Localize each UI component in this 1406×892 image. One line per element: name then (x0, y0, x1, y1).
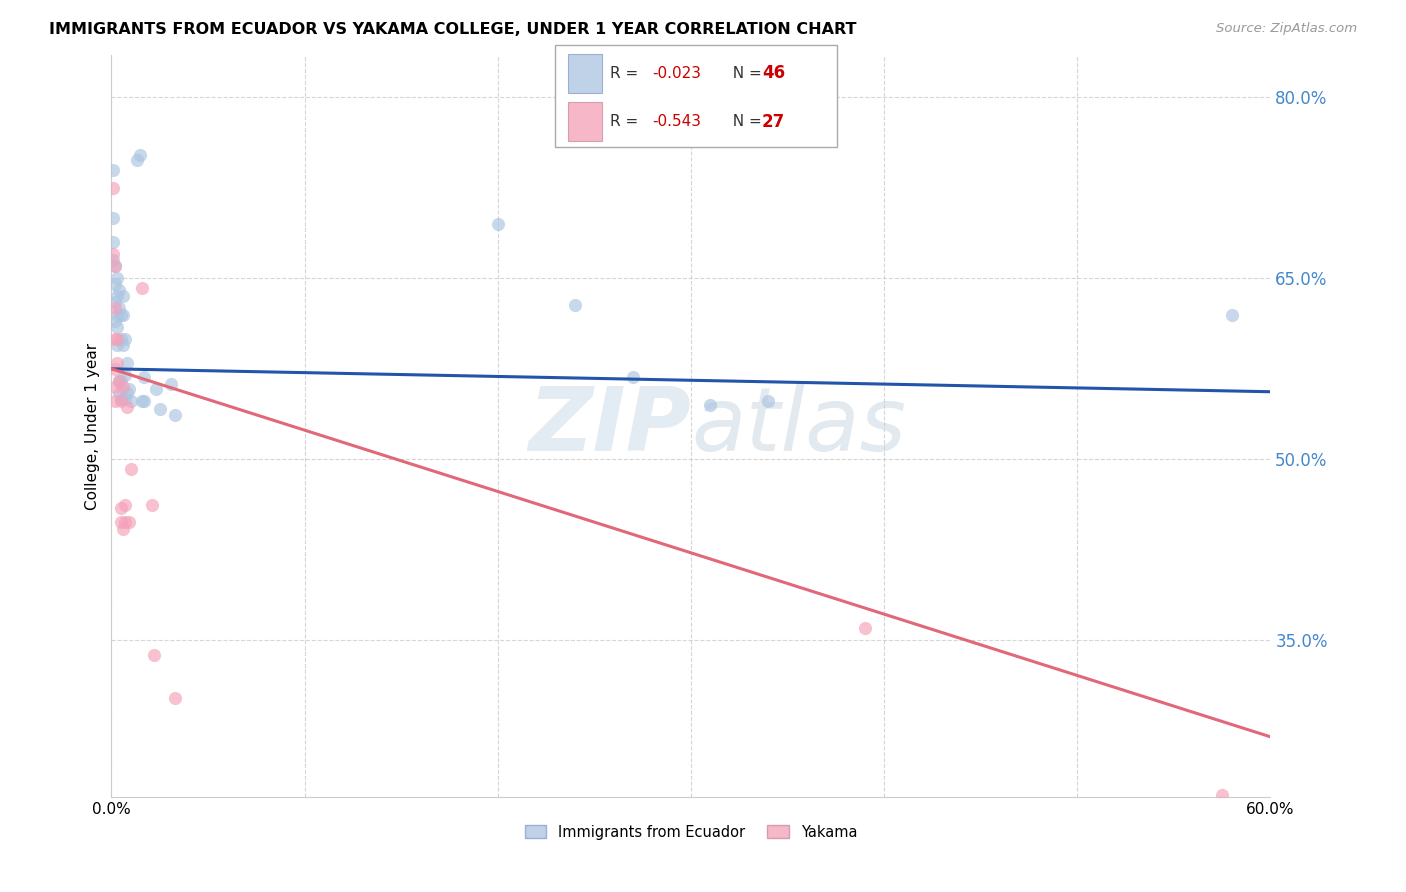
Point (105, 289, 128, 303)
Point (114, 368, 136, 382)
Point (104, 260, 127, 274)
Point (564, 298, 586, 312)
Point (1220, 308, 1243, 322)
Point (105, 356, 128, 370)
Point (853, 621, 876, 635)
Point (108, 301, 131, 316)
Point (114, 392, 136, 406)
Text: 27: 27 (762, 112, 786, 130)
Point (114, 515, 136, 529)
Point (699, 398, 721, 412)
Text: -0.543: -0.543 (652, 114, 702, 129)
Legend: Immigrants from Ecuador, Yakama: Immigrants from Ecuador, Yakama (519, 819, 863, 846)
Text: Source: ZipAtlas.com: Source: ZipAtlas.com (1216, 22, 1357, 36)
Point (125, 153, 148, 167)
Point (111, 522, 134, 536)
Point (141, 498, 163, 512)
Point (120, 462, 142, 476)
Point (756, 394, 779, 409)
Point (114, 498, 136, 512)
Point (111, 337, 134, 351)
Point (115, 356, 138, 370)
Text: N =: N = (723, 66, 766, 81)
Point (115, 401, 138, 415)
Point (165, 691, 187, 706)
Point (105, 319, 128, 334)
Point (108, 374, 131, 388)
Point (111, 308, 134, 322)
Point (160, 377, 183, 392)
Point (129, 148, 152, 162)
Point (118, 382, 141, 396)
Point (110, 394, 132, 409)
Point (115, 386, 138, 401)
Point (110, 500, 132, 515)
Point (114, 332, 136, 346)
Point (131, 394, 153, 409)
Point (1211, 788, 1233, 802)
Point (111, 289, 134, 303)
Point (103, 181, 125, 195)
Point (104, 361, 127, 376)
Point (120, 394, 142, 409)
Point (104, 313, 127, 327)
Point (110, 392, 132, 406)
Point (105, 308, 128, 322)
Point (104, 301, 127, 316)
Text: -0.023: -0.023 (652, 66, 702, 81)
Point (118, 515, 141, 529)
Point (134, 394, 156, 409)
Point (103, 211, 125, 225)
Point (165, 408, 187, 422)
Point (486, 217, 509, 231)
Point (104, 277, 127, 292)
Text: R =: R = (610, 114, 644, 129)
Point (104, 332, 127, 346)
Point (142, 648, 165, 662)
Text: atlas: atlas (690, 384, 905, 469)
Point (105, 271, 128, 285)
Point (105, 332, 128, 346)
Point (103, 235, 125, 249)
Point (108, 386, 131, 401)
Point (134, 370, 156, 384)
Point (108, 374, 131, 388)
Text: IMMIGRANTS FROM ECUADOR VS YAKAMA COLLEGE, UNDER 1 YEAR CORRELATION CHART: IMMIGRANTS FROM ECUADOR VS YAKAMA COLLEG… (49, 22, 856, 37)
Point (110, 374, 132, 388)
Text: 46: 46 (762, 64, 785, 82)
Point (149, 401, 172, 416)
Point (110, 308, 132, 322)
Point (111, 380, 134, 394)
Point (108, 284, 131, 298)
Point (145, 382, 167, 396)
Point (104, 295, 127, 310)
Text: ZIP: ZIP (529, 383, 690, 469)
Point (105, 337, 128, 351)
Point (103, 253, 125, 268)
Point (103, 162, 125, 177)
Point (621, 370, 644, 384)
Point (104, 394, 127, 409)
Point (104, 260, 127, 274)
Point (103, 247, 125, 261)
Text: R =: R = (610, 66, 644, 81)
Point (104, 380, 127, 394)
Y-axis label: College, Under 1 year: College, Under 1 year (86, 343, 100, 509)
Text: N =: N = (723, 114, 766, 129)
Point (110, 332, 132, 346)
Point (110, 515, 132, 529)
Point (131, 281, 153, 295)
